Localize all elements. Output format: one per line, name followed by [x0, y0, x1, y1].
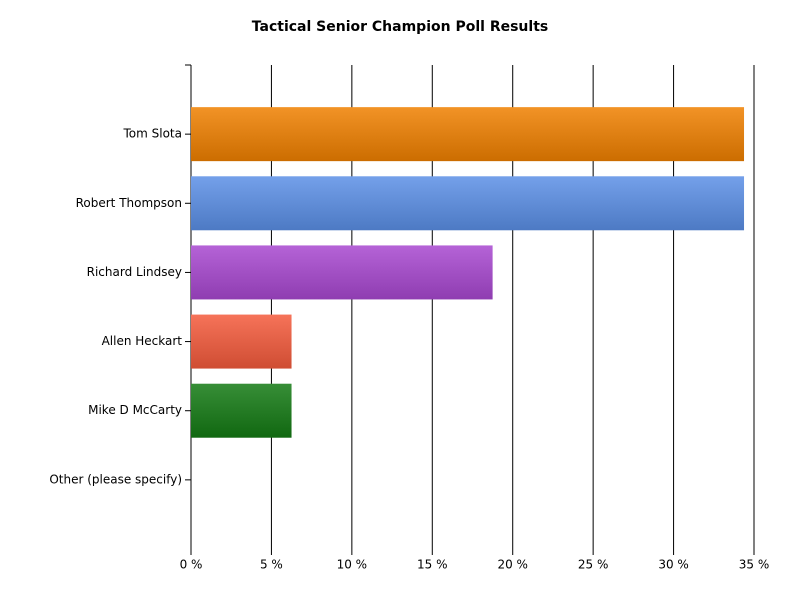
x-tick-label: 5 % — [260, 558, 283, 572]
y-tick-label: Mike D McCarty — [88, 403, 182, 417]
x-tick-label: 15 % — [417, 558, 448, 572]
chart-title: Tactical Senior Champion Poll Results — [252, 19, 548, 35]
x-tick-label: 25 % — [578, 558, 609, 572]
x-tick-label: 30 % — [658, 558, 689, 572]
bar — [191, 314, 292, 369]
y-tick-label: Tom Slota — [123, 127, 183, 141]
y-tick-label: Allen Heckart — [102, 334, 183, 348]
bar — [191, 383, 292, 438]
y-tick-label: Robert Thompson — [76, 196, 182, 210]
y-tick-label: Richard Lindsey — [87, 265, 182, 279]
bar — [191, 245, 493, 300]
y-tick-label: Other (please specify) — [49, 472, 182, 486]
x-tick-label: 35 % — [739, 558, 770, 572]
x-tick-label: 10 % — [337, 558, 368, 572]
bar — [191, 176, 745, 231]
x-tick-label: 0 % — [180, 558, 203, 572]
bar — [191, 107, 745, 162]
x-tick-label: 20 % — [497, 558, 528, 572]
